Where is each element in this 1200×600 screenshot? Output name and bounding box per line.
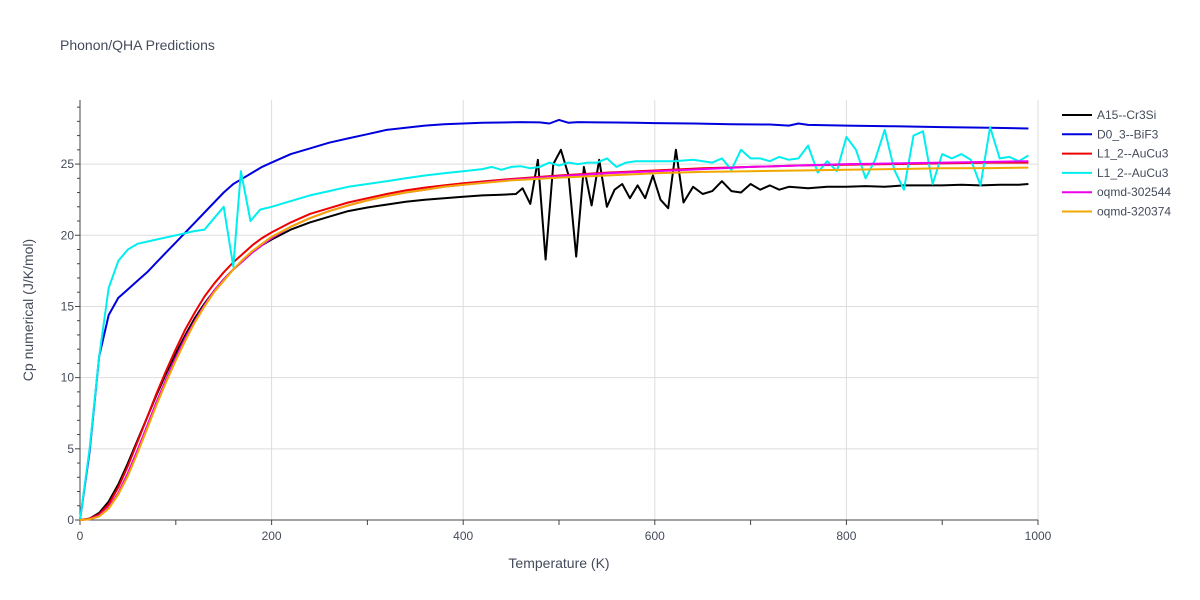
legend-label: L1_2--AuCu3 (1097, 147, 1169, 161)
y-tick-labels: 0 5 10 15 20 25 (61, 157, 75, 527)
series-line (79, 118, 1029, 521)
y-tick-label: 5 (67, 442, 74, 456)
series-line (79, 166, 1029, 521)
y-tick-label: 0 (67, 513, 74, 527)
legend-label: oqmd-320374 (1097, 205, 1171, 219)
x-tick-label: 400 (453, 529, 473, 543)
chart-title: Phonon/QHA Predictions (60, 37, 215, 53)
y-tick-label: 10 (61, 371, 75, 385)
legend-label: oqmd-302544 (1097, 185, 1171, 199)
series-line (79, 161, 1029, 521)
series-line (79, 160, 1029, 521)
x-tick-label: 200 (262, 529, 282, 543)
y-tick-label: 15 (61, 299, 75, 313)
y-tick-label: 20 (61, 228, 75, 242)
x-axis-label: Temperature (K) (508, 555, 609, 571)
x-tick-label: 1000 (1025, 529, 1052, 543)
series-line (79, 148, 1029, 521)
legend: A15--Cr3Si D0_3--BiF3 L1_2--AuCu3 L1_2--AuC… (1062, 108, 1171, 219)
x-tick-labels: 0 200 400 600 800 1000 (77, 529, 1052, 543)
series-line (79, 126, 1029, 521)
axes (75, 100, 1039, 525)
legend-label: A15--Cr3Si (1097, 108, 1156, 122)
series-lines (79, 118, 1029, 521)
x-tick-label: 600 (645, 529, 665, 543)
y-axis-label: Cp numerical (J/K/mol) (20, 239, 36, 381)
y-tick-label: 25 (61, 157, 75, 171)
x-tick-label: 800 (836, 529, 856, 543)
legend-label: L1_2--AuCu3 (1097, 166, 1169, 180)
x-tick-label: 0 (77, 529, 84, 543)
legend-label: D0_3--BiF3 (1097, 127, 1159, 141)
